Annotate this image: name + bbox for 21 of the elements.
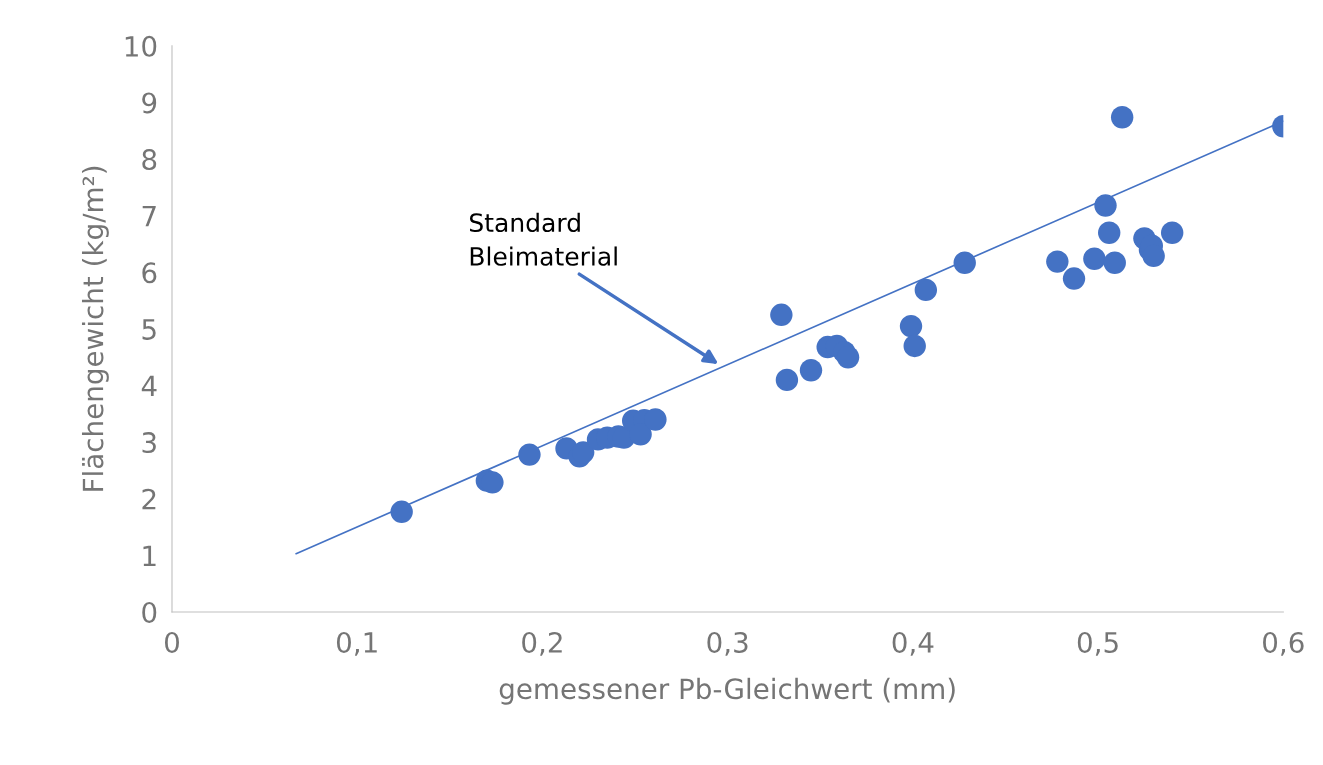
y-tick-label: 8 [142,149,157,171]
y-tick-label: 6 [142,262,157,284]
x-tick-label: 0,4 [892,631,934,656]
x-tick-label: 0,2 [522,631,562,656]
y-tick-label: 1 [143,545,156,566]
x-tick-label: 0,6 [1263,631,1304,656]
y-tick-label: 0 [142,601,157,623]
y-tick-label: 2 [142,488,156,510]
x-axis-title: gemessener Pb-Gleichwert (mm) [499,677,955,705]
x-tick-label: 0 [164,631,179,653]
y-tick-label: 9 [142,92,157,114]
y-axis-title: Flächengewicht (kg/m²) [81,166,109,491]
x-tick-label: 0,5 [1077,631,1118,656]
x-tick-label: 0,3 [707,631,748,656]
y-tick-label: 3 [142,432,156,454]
y-tick-label: 7 [142,206,156,227]
x-tick-label: 0,1 [336,631,377,656]
y-tick-label: 5 [142,319,156,340]
y-tick-label: 4 [141,375,157,397]
y-tick-label: 10 [125,35,157,57]
annotation: Standard Bleimaterial [469,212,617,266]
